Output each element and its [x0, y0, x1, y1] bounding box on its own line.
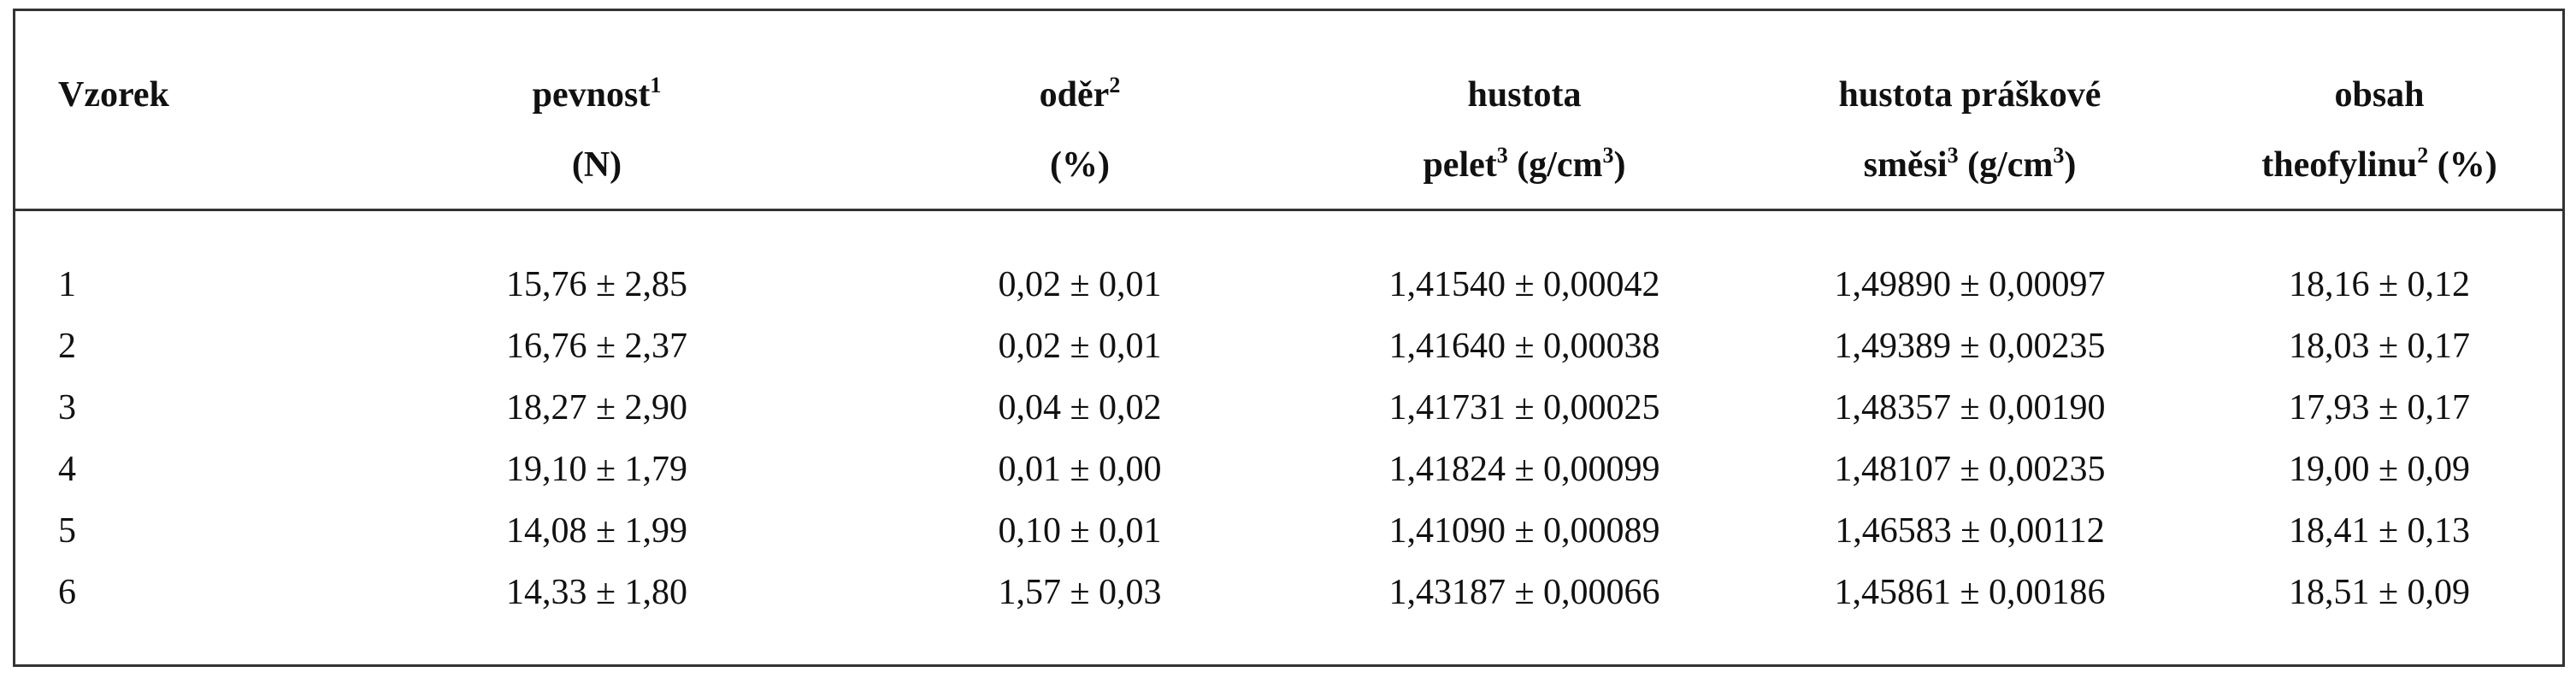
- data-cell: 14,08 ± 1,99: [505, 511, 688, 551]
- header-text: (%): [2428, 145, 2497, 185]
- data-cell: 1,41090 ± 0,00089: [1388, 511, 1660, 551]
- superscript: 3: [1602, 143, 1614, 168]
- data-cell: 1,48357 ± 0,00190: [1834, 388, 2106, 428]
- header-text: (g/cm: [1507, 145, 1603, 185]
- header-cell: theofylinu2 (%): [2261, 144, 2497, 185]
- superscript: 1: [650, 73, 662, 97]
- data-cell: 18,27 ± 2,90: [505, 388, 688, 428]
- header-text: ): [2064, 145, 2077, 185]
- table-border: [13, 9, 2565, 667]
- header-cell: obsah: [2334, 77, 2424, 113]
- data-cell: 1,49890 ± 0,00097: [1834, 265, 2106, 304]
- data-cell: 1,41640 ± 0,00038: [1388, 327, 1660, 366]
- data-cell: 17,93 ± 0,17: [2288, 388, 2471, 428]
- header-cell: oděr2: [1039, 74, 1121, 115]
- header-text: oděr: [1039, 75, 1110, 115]
- header-cell: směsi3 (g/cm3): [1863, 144, 2077, 185]
- superscript: 2: [1109, 73, 1121, 97]
- superscript: 3: [1496, 143, 1508, 168]
- header-text: theofylinu: [2261, 145, 2418, 185]
- data-cell: 1: [58, 265, 76, 304]
- data-cell: 5: [58, 511, 76, 551]
- header-cell: Vzorek: [58, 77, 169, 113]
- header-text: směsi: [1863, 145, 1948, 185]
- data-cell: 2: [58, 327, 76, 366]
- superscript: 2: [2417, 143, 2429, 168]
- data-cell: 3: [58, 388, 76, 428]
- data-cell: 19,00 ± 0,09: [2288, 450, 2471, 489]
- data-cell: 16,76 ± 2,37: [505, 327, 688, 366]
- data-cell: 18,16 ± 0,12: [2288, 265, 2471, 304]
- data-cell: 0,10 ± 0,01: [998, 511, 1162, 551]
- header-text: Vzorek: [58, 75, 169, 115]
- data-cell: 1,41824 ± 0,00099: [1388, 450, 1660, 489]
- data-cell: 1,45861 ± 0,00186: [1834, 573, 2106, 612]
- data-cell: 15,76 ± 2,85: [505, 265, 688, 304]
- data-cell: 1,41731 ± 0,00025: [1388, 388, 1660, 428]
- data-cell: 19,10 ± 1,79: [505, 450, 688, 489]
- data-cell: 18,51 ± 0,09: [2288, 573, 2471, 612]
- header-rule: [15, 209, 2562, 211]
- data-cell: 18,03 ± 0,17: [2288, 327, 2471, 366]
- header-text: (N): [571, 145, 622, 185]
- header-cell: hustota práškové: [1839, 77, 2101, 113]
- data-cell: 1,46583 ± 0,00112: [1835, 511, 2105, 551]
- header-text: pelet: [1423, 145, 1497, 185]
- header-text: pevnost: [532, 75, 651, 115]
- header-text: obsah: [2334, 75, 2425, 115]
- data-cell: 6: [58, 573, 76, 612]
- data-cell: 1,48107 ± 0,00235: [1834, 450, 2106, 489]
- header-cell: (N): [572, 147, 622, 183]
- header-cell: pelet3 (g/cm3): [1423, 144, 1626, 185]
- superscript: 3: [1947, 143, 1959, 168]
- data-cell: 14,33 ± 1,80: [505, 573, 688, 612]
- header-cell: (%): [1050, 147, 1110, 183]
- header-cell: hustota: [1467, 77, 1581, 113]
- header-text: ): [1613, 145, 1626, 185]
- header-text: (%): [1050, 145, 1110, 185]
- header-text: hustota: [1467, 75, 1582, 115]
- data-cell: 0,04 ± 0,02: [998, 388, 1162, 428]
- data-cell: 1,49389 ± 0,00235: [1834, 327, 2106, 366]
- data-cell: 1,57 ± 0,03: [998, 573, 1162, 612]
- data-cell: 4: [58, 450, 76, 489]
- superscript: 3: [2053, 143, 2065, 168]
- header-text: (g/cm: [1958, 145, 2054, 185]
- data-cell: 1,43187 ± 0,00066: [1388, 573, 1660, 612]
- data-cell: 1,41540 ± 0,00042: [1388, 265, 1660, 304]
- data-cell: 18,41 ± 0,13: [2288, 511, 2471, 551]
- data-cell: 0,02 ± 0,01: [998, 327, 1162, 366]
- data-cell: 0,01 ± 0,00: [998, 450, 1162, 489]
- header-cell: pevnost1: [532, 74, 662, 115]
- data-cell: 0,02 ± 0,01: [998, 265, 1162, 304]
- header-text: hustota práškové: [1838, 75, 2101, 115]
